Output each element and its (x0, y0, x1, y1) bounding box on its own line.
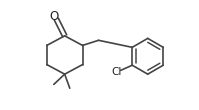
Text: Cl: Cl (112, 67, 122, 77)
Text: O: O (49, 10, 59, 23)
